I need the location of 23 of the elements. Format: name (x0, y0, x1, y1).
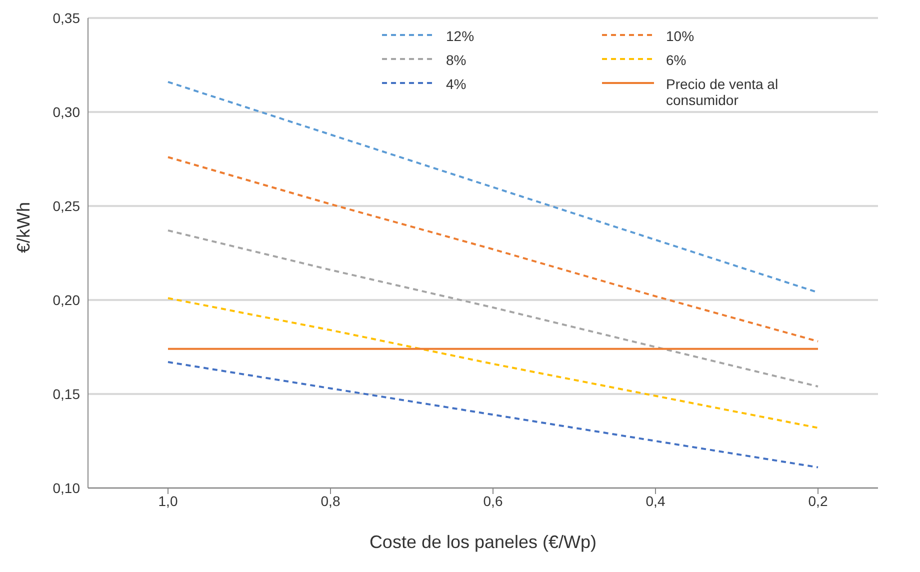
legend-label: 10% (666, 28, 696, 44)
legend-label: 4% (446, 76, 468, 92)
x-tick-label: 0,2 (808, 492, 828, 509)
legend-label: 8% (446, 52, 468, 68)
y-tick-label: 0,30 (52, 104, 80, 120)
x-tick-label: 0,8 (320, 492, 340, 509)
line-series (167, 156, 819, 342)
line-series (167, 361, 819, 468)
y-tick-label: 0,35 (52, 10, 80, 26)
legend-label: Precio de venta al consumidor (666, 76, 780, 108)
x-axis-title: Coste de los paneles (€/Wp) (369, 532, 597, 552)
line-series (167, 229, 819, 388)
x-tick-label: 0,4 (646, 492, 666, 509)
x-tick-label: 1,0 (158, 492, 178, 509)
y-tick-label: 0,10 (52, 480, 80, 496)
y-tick-label: 0,15 (52, 386, 80, 402)
x-tick-label: 0,6 (483, 492, 503, 509)
line-series (167, 297, 819, 429)
legend-label: 6% (666, 52, 688, 68)
y-tick-label: 0,25 (52, 198, 80, 214)
y-axis-title: €/kWh (13, 202, 34, 253)
y-tick-label: 0,20 (52, 292, 80, 308)
legend-label: 12% (446, 28, 476, 44)
